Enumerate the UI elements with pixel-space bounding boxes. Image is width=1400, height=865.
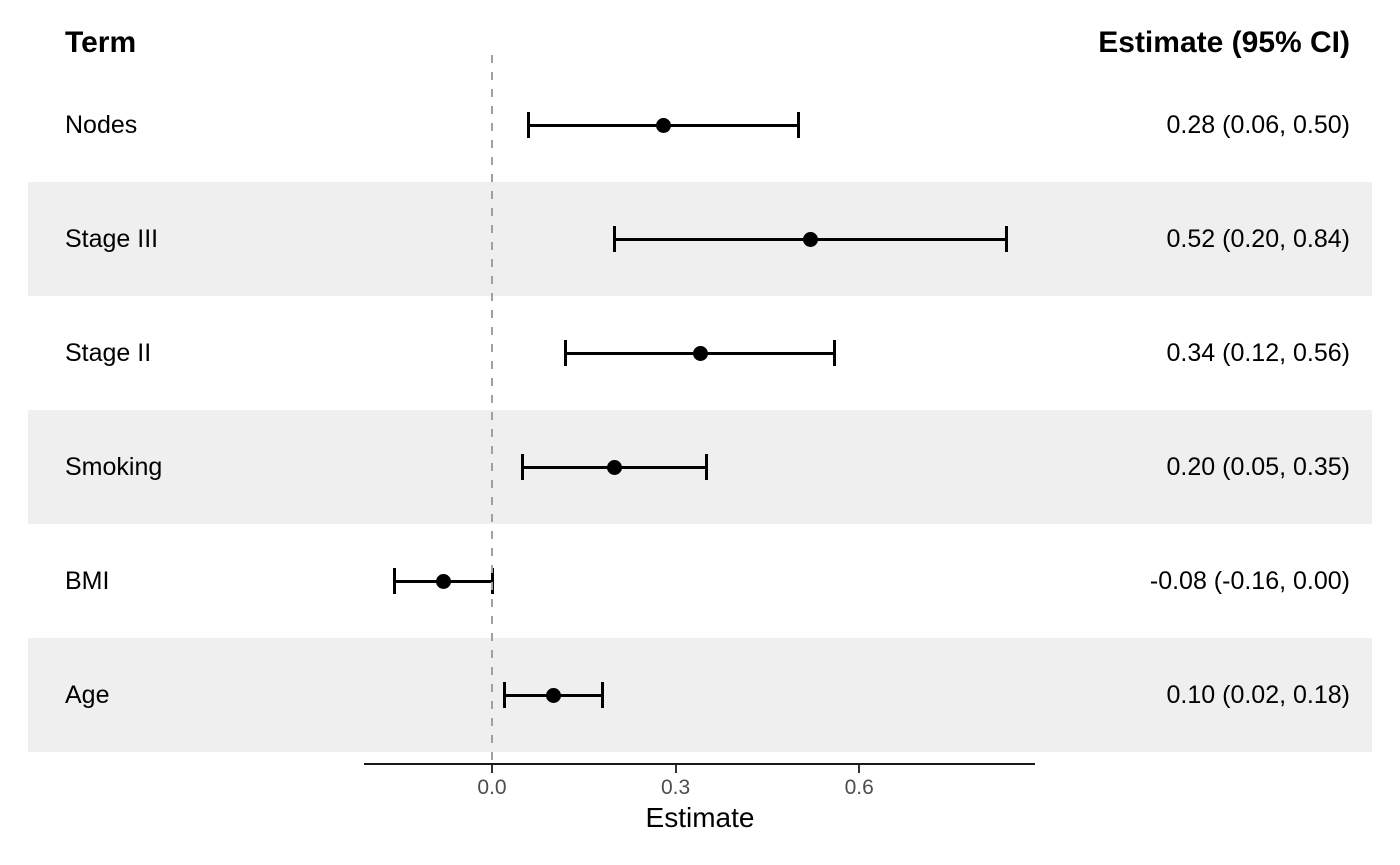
estimate-value-label: 0.52 (0.20, 0.84) bbox=[1166, 224, 1350, 253]
x-axis-line bbox=[364, 763, 1035, 765]
estimate-point bbox=[692, 345, 708, 361]
ci-cap-high bbox=[704, 454, 708, 480]
ci-cap-high bbox=[1004, 226, 1008, 252]
estimate-point bbox=[655, 117, 671, 133]
table-row: Stage II 0.34 (0.12, 0.56) bbox=[0, 296, 1400, 410]
term-label: Age bbox=[65, 680, 110, 709]
estimate-point bbox=[802, 231, 818, 247]
table-row: Smoking 0.20 (0.05, 0.35) bbox=[0, 410, 1400, 524]
term-label: Smoking bbox=[65, 452, 163, 481]
estimate-value-label: -0.08 (-0.16, 0.00) bbox=[1149, 566, 1350, 595]
term-label: Stage II bbox=[65, 338, 152, 367]
table-row: Age 0.10 (0.02, 0.18) bbox=[0, 638, 1400, 752]
x-axis-tick bbox=[674, 765, 677, 773]
estimate-point bbox=[545, 687, 561, 703]
ci-cap-low bbox=[612, 226, 616, 252]
ci-cap-low bbox=[392, 568, 396, 594]
x-axis-title: Estimate bbox=[645, 802, 755, 833]
estimate-point bbox=[606, 459, 622, 475]
term-column-header: Term bbox=[65, 26, 137, 59]
ci-cap-low bbox=[502, 682, 506, 708]
estimate-value-label: 0.28 (0.06, 0.50) bbox=[1166, 110, 1350, 139]
term-label: Nodes bbox=[65, 110, 138, 139]
estimate-value-label: 0.20 (0.05, 0.35) bbox=[1166, 452, 1350, 481]
ci-cap-high bbox=[833, 340, 837, 366]
ci-cap-high bbox=[796, 112, 800, 138]
estimate-value-label: 0.34 (0.12, 0.56) bbox=[1166, 338, 1350, 367]
x-axis-tick-label: 0.6 bbox=[844, 776, 874, 799]
x-axis-tick-label: 0.3 bbox=[660, 776, 691, 799]
term-label: BMI bbox=[65, 566, 110, 595]
table-row: Nodes 0.28 (0.06, 0.50) bbox=[0, 68, 1400, 182]
ci-cap-low bbox=[563, 340, 567, 366]
x-axis-tick bbox=[491, 765, 493, 773]
table-row: BMI -0.08 (-0.16, 0.00) bbox=[0, 524, 1400, 638]
row-stripe bbox=[28, 638, 1372, 752]
table-row: Stage III 0.52 (0.20, 0.84) bbox=[0, 182, 1400, 296]
estimate-point bbox=[435, 573, 451, 589]
term-label: Stage III bbox=[65, 224, 159, 253]
x-axis-tick-label: 0.0 bbox=[477, 776, 507, 799]
x-axis-tick bbox=[858, 765, 861, 773]
zero-reference-line bbox=[491, 55, 493, 763]
estimate-column-header: Estimate (95% CI) bbox=[1098, 26, 1350, 59]
ci-cap-low bbox=[527, 112, 531, 138]
ci-cap-low bbox=[521, 454, 525, 480]
estimate-value-label: 0.10 (0.02, 0.18) bbox=[1166, 680, 1350, 709]
ci-cap-high bbox=[600, 682, 604, 708]
